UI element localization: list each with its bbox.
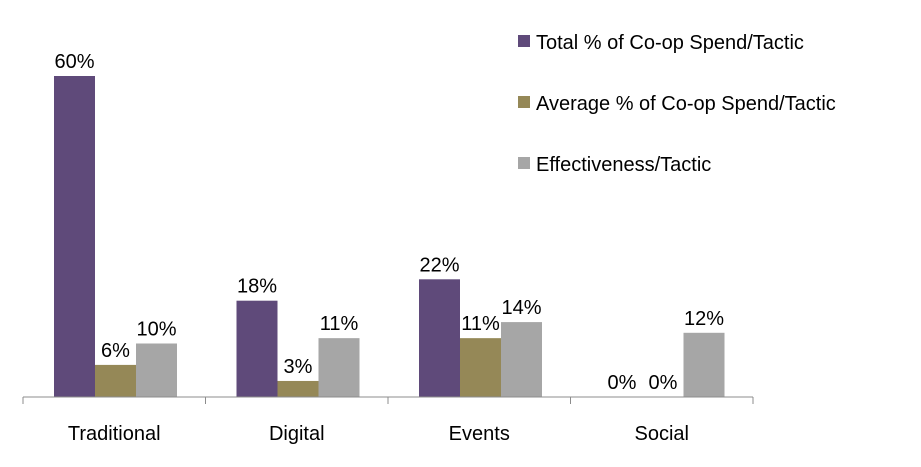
x-tick-label: Events (449, 423, 510, 445)
data-label: 12% (684, 308, 724, 330)
legend-swatch (518, 157, 530, 169)
data-label: 60% (54, 51, 94, 73)
x-axis: Traditional Digital Events Social (22, 396, 754, 445)
x-axis-ticks (22, 397, 754, 404)
data-label: 22% (419, 254, 459, 276)
bar (236, 300, 278, 397)
legend-label: Total % of Co-op Spend/Tactic (536, 32, 804, 54)
legend-swatch (518, 35, 530, 47)
bar (136, 343, 177, 397)
data-label: 6% (101, 340, 130, 362)
legend-label: Effectiveness/Tactic (536, 154, 711, 176)
data-label: 0% (649, 372, 678, 394)
data-label: 18% (237, 276, 277, 298)
data-label: 11% (320, 313, 359, 335)
bar (54, 76, 95, 397)
data-label: 3% (284, 356, 313, 378)
bar (460, 338, 501, 397)
bar (419, 279, 460, 397)
data-label: 11% (461, 313, 500, 335)
data-labels-group: 60%6%10%18%3%11%22%11%14%0% 0%12% (54, 51, 724, 394)
bar (683, 332, 725, 397)
bar (277, 380, 319, 397)
bar (501, 322, 542, 397)
data-label: 10% (136, 319, 176, 341)
x-tick-label: Digital (269, 423, 325, 445)
x-axis-tick-labels: Traditional Digital Events Social (68, 423, 689, 445)
legend-label: Average % of Co-op Spend/Tactic (536, 93, 836, 115)
bars-group (54, 76, 725, 397)
data-label: 14% (501, 297, 541, 319)
data-label: 0% (608, 372, 637, 394)
legend-swatch (518, 96, 530, 108)
x-tick-label: Social (635, 423, 689, 445)
x-tick-label: Traditional (68, 423, 161, 445)
bar (318, 338, 360, 397)
bar (95, 364, 136, 397)
legend: Total % of Co-op Spend/Tactic Average % o… (518, 32, 836, 176)
